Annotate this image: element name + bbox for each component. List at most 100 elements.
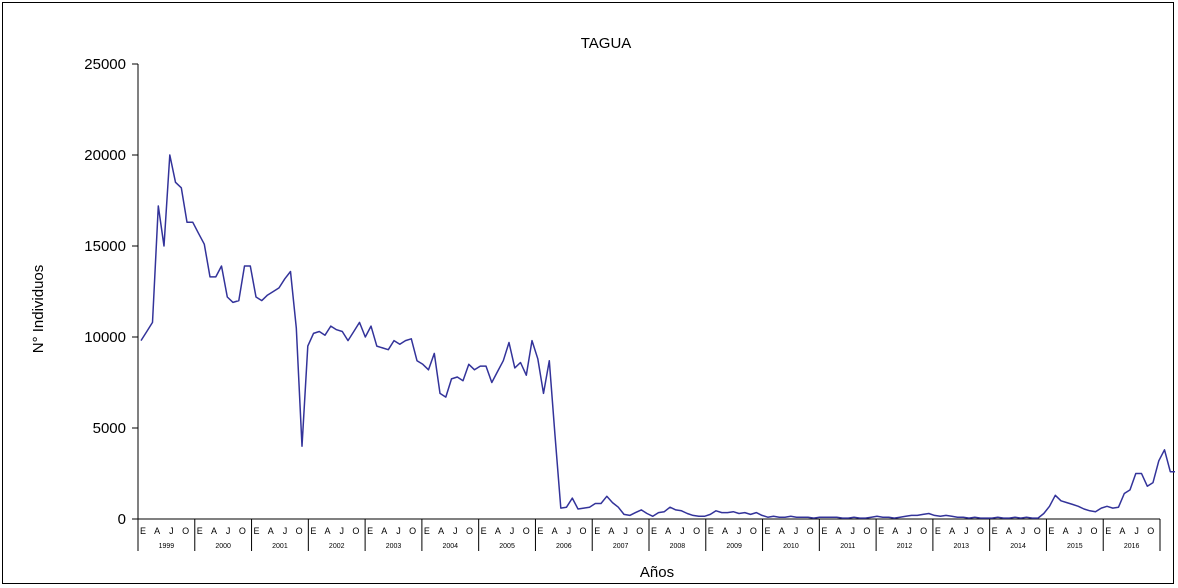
month-tick-label: A bbox=[892, 526, 898, 536]
month-tick-label: A bbox=[495, 526, 501, 536]
month-tick-label: O bbox=[1147, 526, 1154, 536]
month-tick-label: J bbox=[396, 526, 401, 536]
month-tick-label: O bbox=[636, 526, 643, 536]
x-axis-label: Años bbox=[640, 564, 674, 581]
month-tick-label: J bbox=[850, 526, 855, 536]
month-tick-label: E bbox=[935, 526, 941, 536]
month-tick-label: E bbox=[651, 526, 657, 536]
month-tick-label: O bbox=[466, 526, 473, 536]
month-tick-label: J bbox=[680, 526, 685, 536]
chart-title: TAGUA bbox=[581, 35, 632, 52]
month-tick-label: E bbox=[481, 526, 487, 536]
month-tick-label: A bbox=[722, 526, 728, 536]
month-tick-label: E bbox=[1105, 526, 1111, 536]
month-tick-label: E bbox=[140, 526, 146, 536]
month-tick-label: E bbox=[765, 526, 771, 536]
y-tick-label: 0 bbox=[118, 511, 126, 528]
month-tick-label: E bbox=[254, 526, 260, 536]
year-tick-label: 2016 bbox=[1124, 543, 1140, 550]
month-tick-label: E bbox=[878, 526, 884, 536]
month-tick-label: A bbox=[779, 526, 785, 536]
month-tick-label: O bbox=[863, 526, 870, 536]
month-tick-label: J bbox=[567, 526, 572, 536]
year-tick-label: 2003 bbox=[386, 543, 402, 550]
year-tick-label: 2013 bbox=[953, 543, 969, 550]
year-tick-label: 1999 bbox=[159, 543, 175, 550]
series bbox=[140, 154, 1175, 519]
year-tick-label: 2015 bbox=[1067, 543, 1083, 550]
month-tick-label: E bbox=[310, 526, 316, 536]
y-tick-label: 20000 bbox=[84, 147, 126, 164]
month-tick-label: A bbox=[154, 526, 160, 536]
month-tick-label: O bbox=[977, 526, 984, 536]
month-tick-label: O bbox=[920, 526, 927, 536]
month-tick-label: J bbox=[1134, 526, 1139, 536]
month-tick-label: J bbox=[169, 526, 174, 536]
year-tick-label: 2001 bbox=[272, 543, 288, 550]
month-tick-label: J bbox=[453, 526, 458, 536]
month-tick-label: A bbox=[949, 526, 955, 536]
month-tick-label: J bbox=[226, 526, 231, 536]
month-tick-label: O bbox=[1034, 526, 1041, 536]
month-tick-label: O bbox=[750, 526, 757, 536]
month-tick-label: E bbox=[594, 526, 600, 536]
year-tick-label: 2011 bbox=[840, 543, 855, 550]
month-tick-label: E bbox=[367, 526, 373, 536]
month-tick-label: A bbox=[665, 526, 671, 536]
month-tick-label: E bbox=[424, 526, 430, 536]
year-tick-label: 2014 bbox=[1010, 543, 1026, 550]
year-tick-label: 2006 bbox=[556, 543, 572, 550]
month-tick-label: O bbox=[409, 526, 416, 536]
month-tick-label: E bbox=[992, 526, 998, 536]
month-tick-label: A bbox=[381, 526, 387, 536]
month-tick-label: J bbox=[510, 526, 515, 536]
month-tick-label: O bbox=[239, 526, 246, 536]
month-tick-label: O bbox=[296, 526, 303, 536]
year-tick-label: 2010 bbox=[783, 543, 799, 550]
month-tick-label: A bbox=[552, 526, 558, 536]
year-tick-label: 2000 bbox=[215, 543, 231, 550]
month-tick-label: A bbox=[1119, 526, 1125, 536]
month-tick-label: O bbox=[693, 526, 700, 536]
year-tick-label: 2007 bbox=[613, 543, 629, 550]
month-tick-label: J bbox=[1078, 526, 1083, 536]
month-tick-label: J bbox=[339, 526, 344, 536]
month-tick-label: O bbox=[807, 526, 814, 536]
month-tick-label: J bbox=[283, 526, 288, 536]
y-tick-label: 25000 bbox=[84, 56, 126, 73]
month-tick-label: E bbox=[537, 526, 543, 536]
month-tick-label: A bbox=[1006, 526, 1012, 536]
month-tick-label: J bbox=[623, 526, 628, 536]
y-ticks: 0 5000 10000 15000 20000 25000 bbox=[84, 56, 138, 528]
year-tick-label: 2005 bbox=[499, 543, 515, 550]
month-tick-label: A bbox=[325, 526, 331, 536]
year-tick-label: 2009 bbox=[726, 543, 742, 550]
month-tick-label: E bbox=[708, 526, 714, 536]
month-tick-label: J bbox=[964, 526, 969, 536]
month-tick-label: E bbox=[1048, 526, 1054, 536]
month-tick-label: J bbox=[737, 526, 742, 536]
month-tick-label: O bbox=[352, 526, 359, 536]
series-line bbox=[140, 154, 1175, 519]
axes bbox=[137, 64, 1160, 520]
month-tick-label: A bbox=[211, 526, 217, 536]
y-tick-label: 15000 bbox=[84, 238, 126, 255]
line-chart: TAGUA Años N° Individuos 0 5000 10000 15000… bbox=[30, 35, 1175, 581]
month-tick-label: J bbox=[907, 526, 912, 536]
y-tick-label: 10000 bbox=[84, 329, 126, 346]
month-tick-label: O bbox=[182, 526, 189, 536]
month-tick-label: E bbox=[821, 526, 827, 536]
year-tick-label: 2004 bbox=[442, 543, 458, 550]
month-tick-label: O bbox=[1091, 526, 1098, 536]
month-tick-label: A bbox=[836, 526, 842, 536]
year-tick-label: 2002 bbox=[329, 543, 345, 550]
year-tick-label: 2008 bbox=[670, 543, 686, 550]
month-tick-label: J bbox=[794, 526, 799, 536]
month-tick-label: O bbox=[523, 526, 530, 536]
y-axis-label: N° Individuos bbox=[30, 265, 47, 354]
month-tick-label: A bbox=[268, 526, 274, 536]
month-tick-label: E bbox=[197, 526, 203, 536]
month-tick-label: O bbox=[580, 526, 587, 536]
